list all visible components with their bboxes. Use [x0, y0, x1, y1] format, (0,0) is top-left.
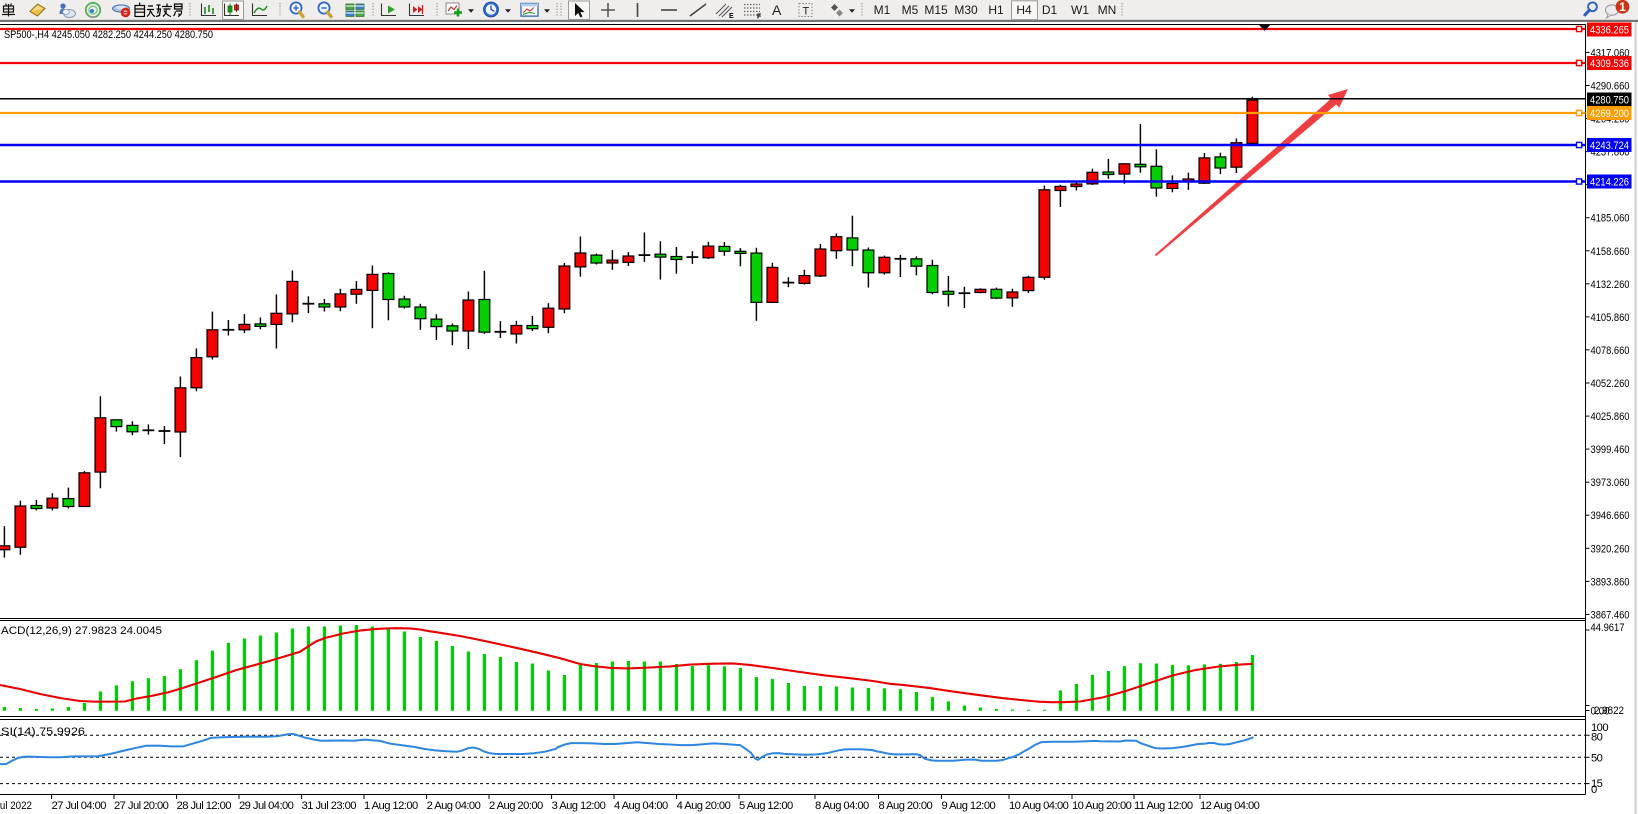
svg-text:A: A [772, 2, 782, 18]
svg-text:3973.060: 3973.060 [1591, 477, 1630, 489]
svg-text:4269.200: 4269.200 [1590, 108, 1629, 120]
svg-text:9 Aug 12:00: 9 Aug 12:00 [942, 800, 996, 812]
svg-text:M15: M15 [924, 3, 948, 17]
svg-text:3920.260: 3920.260 [1591, 543, 1630, 555]
svg-text:2.9822: 2.9822 [1594, 705, 1624, 717]
svg-text:28 Jul 12:00: 28 Jul 12:00 [177, 800, 232, 812]
svg-text:ACD(12,26,9) 27.9823 24.0045: ACD(12,26,9) 27.9823 24.0045 [1, 625, 162, 637]
svg-text:H1: H1 [988, 3, 1004, 17]
svg-text:2 Aug 04:00: 2 Aug 04:00 [427, 800, 481, 812]
svg-text:4132.260: 4132.260 [1591, 279, 1630, 291]
svg-text:4105.860: 4105.860 [1591, 312, 1630, 324]
svg-text:27 Jul 20:00: 27 Jul 20:00 [114, 800, 169, 812]
svg-text:12 Aug 04:00: 12 Aug 04:00 [1200, 800, 1260, 812]
svg-text:3999.460: 3999.460 [1591, 444, 1630, 456]
svg-text:1 Aug 12:00: 1 Aug 12:00 [364, 800, 418, 812]
svg-text:MN: MN [1098, 3, 1117, 17]
svg-text:1: 1 [1619, 0, 1626, 14]
svg-text:5 Aug 12:00: 5 Aug 12:00 [739, 800, 793, 812]
svg-text:11 Aug 12:00: 11 Aug 12:00 [1134, 800, 1193, 812]
svg-text:F: F [757, 14, 762, 21]
svg-text:4185.060: 4185.060 [1591, 213, 1630, 225]
svg-text:4214.226: 4214.226 [1590, 177, 1629, 189]
svg-text:2 Aug 20:00: 2 Aug 20:00 [489, 800, 543, 812]
svg-text:0: 0 [1591, 784, 1597, 796]
svg-text:4158.660: 4158.660 [1591, 246, 1630, 258]
svg-text:D1: D1 [1042, 3, 1058, 17]
svg-text:8 Aug 20:00: 8 Aug 20:00 [879, 800, 933, 812]
svg-text:0.00: 0.00 [1591, 706, 1610, 718]
svg-text:8 Aug 04:00: 8 Aug 04:00 [815, 800, 869, 812]
svg-text:H4: H4 [1016, 3, 1032, 17]
svg-text:SI(14) 75.9926: SI(14) 75.9926 [1, 726, 85, 738]
svg-text:4280.750: 4280.750 [1590, 95, 1629, 107]
svg-text:29 Jul 04:00: 29 Jul 04:00 [239, 800, 294, 812]
svg-text:4078.660: 4078.660 [1591, 345, 1630, 357]
svg-text:27 Jul 04:00: 27 Jul 04:00 [52, 800, 107, 812]
svg-text:3893.860: 3893.860 [1591, 576, 1630, 588]
svg-text:W1: W1 [1071, 3, 1089, 17]
svg-text:4052.260: 4052.260 [1591, 378, 1630, 390]
svg-text:4025.860: 4025.860 [1591, 411, 1630, 423]
svg-text:3 Aug 12:00: 3 Aug 12:00 [552, 800, 606, 812]
svg-text:50: 50 [1591, 753, 1603, 765]
svg-text:M5: M5 [902, 3, 919, 17]
svg-text:4309.536: 4309.536 [1590, 58, 1629, 70]
svg-text:4243.724: 4243.724 [1590, 140, 1629, 152]
svg-text:15: 15 [1591, 778, 1603, 790]
svg-text:3867.460: 3867.460 [1591, 609, 1630, 621]
svg-text:4290.660: 4290.660 [1591, 81, 1630, 93]
svg-text:T: T [803, 6, 810, 18]
svg-text:80: 80 [1591, 732, 1603, 744]
svg-text:E: E [729, 13, 734, 20]
svg-text:100: 100 [1591, 722, 1608, 734]
svg-text:SP500-,H4 4245.050 4282.250 4: SP500-,H4 4245.050 4282.250 4244.250 428… [4, 29, 213, 41]
svg-text:4 Aug 04:00: 4 Aug 04:00 [614, 800, 668, 812]
svg-text:4 Aug 20:00: 4 Aug 20:00 [677, 800, 731, 812]
svg-text:10 Aug 20:00: 10 Aug 20:00 [1072, 800, 1132, 812]
svg-text:M1: M1 [874, 3, 891, 17]
svg-text:M30: M30 [954, 3, 978, 17]
svg-text:31 Jul 23:00: 31 Jul 23:00 [302, 800, 357, 812]
svg-text:3946.660: 3946.660 [1591, 510, 1630, 522]
svg-text:10 Aug 04:00: 10 Aug 04:00 [1009, 800, 1069, 812]
svg-text:Jul 2022: Jul 2022 [0, 800, 32, 812]
svg-text:44.9617: 44.9617 [1591, 622, 1625, 634]
svg-text:4336.265: 4336.265 [1590, 25, 1629, 37]
